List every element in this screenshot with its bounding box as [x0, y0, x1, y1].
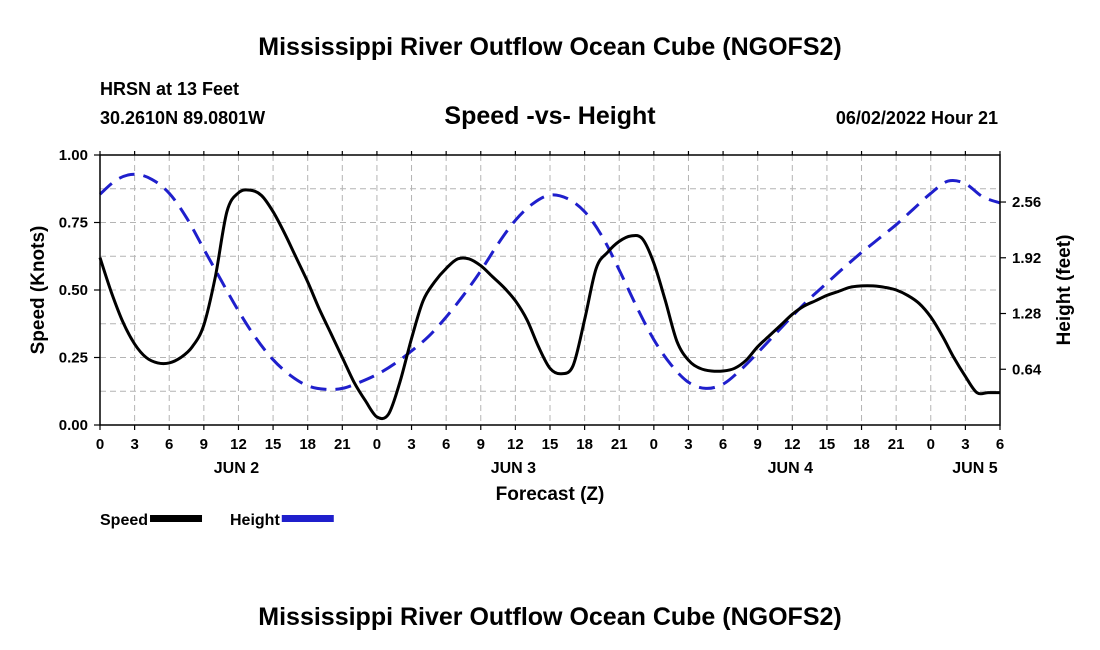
x-tick-label: 15 — [819, 436, 836, 453]
x-tick-label: 3 — [407, 436, 415, 453]
station-coords: 30.2610N 89.0801W — [100, 108, 265, 128]
x-tick-label: 3 — [130, 436, 138, 453]
day-label: JUN 4 — [768, 460, 813, 477]
x-tick-label: 15 — [265, 436, 282, 453]
y2-tick-label: 2.56 — [1012, 194, 1041, 211]
chart-title: Speed -vs- Height — [444, 102, 656, 130]
y2-tick-label: 0.64 — [1012, 361, 1042, 378]
legend: Speed Height — [100, 512, 334, 529]
x-tick-label: 0 — [373, 436, 381, 453]
x-tick-label: 21 — [888, 436, 905, 453]
x-tick-label: 6 — [996, 436, 1004, 453]
x-tick-label: 9 — [200, 436, 208, 453]
y2-axis-label: Height (feet) — [1054, 235, 1075, 346]
series-lines — [98, 172, 1001, 421]
x-tick-label: 21 — [611, 436, 628, 453]
x-tick-label: 12 — [230, 436, 247, 453]
x-tick-label: 15 — [542, 436, 559, 453]
legend-label-height: Height — [230, 512, 280, 529]
x-tick-label: 6 — [442, 436, 450, 453]
x-tick-label: 12 — [507, 436, 524, 453]
y-tick-label: 1.00 — [59, 147, 88, 164]
x-tick-label: 18 — [576, 436, 593, 453]
x-tick-label: 3 — [961, 436, 969, 453]
day-label: JUN 2 — [214, 460, 259, 477]
x-tick-label: 6 — [719, 436, 727, 453]
legend-swatch-height — [281, 515, 334, 522]
series-line-speed — [98, 188, 1000, 421]
forecast-datetime: 06/02/2022 Hour 21 — [836, 108, 998, 128]
y-tick-label: 0.75 — [59, 215, 88, 232]
x-tick-label: 0 — [96, 436, 104, 453]
y2-tick-label: 1.92 — [1012, 250, 1041, 267]
day-label: JUN 5 — [952, 460, 997, 477]
x-tick-label: 21 — [334, 436, 351, 453]
y-tick-label: 0.00 — [59, 417, 88, 434]
y-axis-label: Speed (Knots) — [28, 226, 49, 355]
x-tick-label: 0 — [927, 436, 935, 453]
x-tick-label: 18 — [299, 436, 316, 453]
y-tick-label: 0.50 — [59, 282, 88, 299]
page-title-top: Mississippi River Outflow Ocean Cube (NG… — [258, 33, 841, 61]
x-tick-label: 12 — [784, 436, 801, 453]
legend-label-speed: Speed — [100, 512, 148, 529]
grid-lines — [100, 155, 1000, 425]
x-tick-label: 3 — [684, 436, 692, 453]
x-tick-label: 9 — [754, 436, 762, 453]
legend-swatch-speed — [150, 515, 203, 522]
x-tick-label: 6 — [165, 436, 173, 453]
day-label: JUN 3 — [491, 460, 536, 477]
y2-tick-label: 1.28 — [1012, 306, 1041, 323]
x-axis-label: Forecast (Z) — [496, 484, 605, 505]
station-name: HRSN at 13 Feet — [100, 79, 239, 99]
axes: 0 3 6 9 12 15 18 21 0 3 6 9 12 15 18 21 0 3 6 9 12 15 18 21 0 3 6 0… — [59, 147, 1042, 477]
page-title-bottom: Mississippi River Outflow Ocean Cube (NG… — [258, 603, 841, 631]
y-tick-label: 0.25 — [59, 350, 88, 367]
x-tick-label: 0 — [650, 436, 658, 453]
x-tick-label: 18 — [853, 436, 870, 453]
x-tick-label: 9 — [477, 436, 485, 453]
